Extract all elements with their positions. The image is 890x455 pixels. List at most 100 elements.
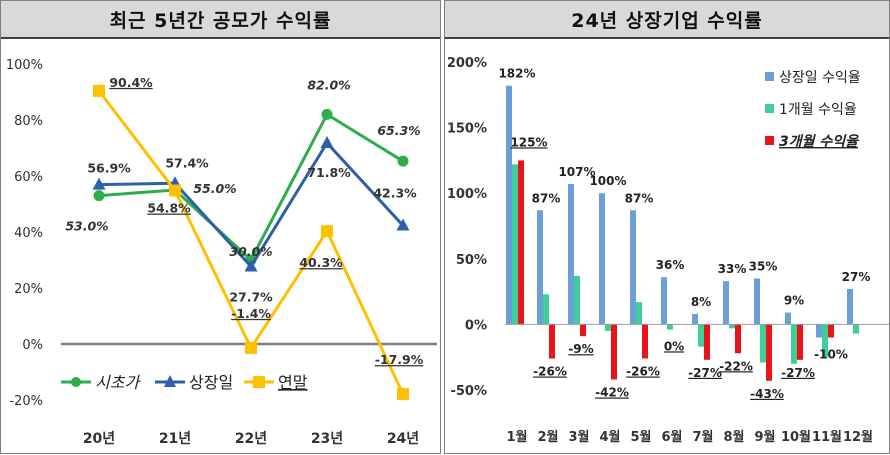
- right-chart-title: 24년 상장기업 수익률: [445, 1, 889, 39]
- x-tick-label: 1월: [506, 429, 527, 445]
- data-label: 71.8%: [307, 165, 351, 180]
- bar-1: [853, 324, 859, 334]
- data-label: 53.0%: [65, 219, 108, 234]
- x-tick-label: 7월: [692, 429, 713, 445]
- x-tick-label: 10월: [781, 429, 811, 445]
- legend-marker: [164, 375, 176, 387]
- y-tick-label: 60%: [14, 170, 43, 185]
- data-point: [93, 190, 105, 202]
- data-label: -17.9%: [375, 352, 424, 367]
- bar-2: [580, 324, 586, 337]
- data-label: 40.3%: [299, 255, 343, 270]
- data-label: 55.0%: [193, 181, 236, 196]
- legend-label: 상장일: [189, 373, 233, 392]
- y-tick-label: 40%: [14, 226, 43, 241]
- data-point: [397, 388, 409, 401]
- line-chart: -20% 0% 20% 40% 60% 80% 100% 20년 21년 22년 23년 24년 53.…: [6, 58, 437, 447]
- x-tick-label: 9월: [754, 429, 775, 445]
- bar-2: [549, 324, 555, 359]
- data-label: 182%: [498, 67, 535, 81]
- legend-swatch: [765, 104, 774, 113]
- bar-2: [766, 324, 772, 381]
- bar-0: [847, 288, 853, 325]
- data-label: 87%: [625, 191, 654, 205]
- data-label: 27.7%: [229, 289, 273, 304]
- bar-0: [568, 184, 574, 325]
- bar-0: [630, 210, 636, 325]
- data-label: 9%: [784, 294, 804, 308]
- x-tick-label: 4월: [599, 429, 620, 445]
- data-label: -26%: [626, 365, 660, 379]
- x-tick-label: 24년: [387, 431, 419, 447]
- x-tick-label: 5월: [630, 429, 651, 445]
- bar-2: [611, 324, 617, 380]
- data-label: 30.0%: [229, 244, 272, 259]
- data-label: -10%: [814, 347, 848, 361]
- bar-0: [537, 210, 543, 325]
- data-label: 35%: [749, 259, 778, 273]
- data-label: 54.8%: [147, 201, 191, 216]
- data-label: 0%: [664, 339, 684, 353]
- data-point: [245, 341, 257, 354]
- data-label: 65.3%: [377, 123, 420, 138]
- bar-2: [704, 324, 710, 360]
- x-tick-label: 11월: [812, 429, 842, 445]
- y-tick-label: 0%: [22, 338, 43, 353]
- x-tick-label: 8월: [723, 429, 744, 445]
- bar-0: [723, 281, 729, 325]
- bar-1: [574, 275, 580, 325]
- legend-label: 연말: [278, 373, 308, 392]
- bar-0: [692, 313, 698, 325]
- y-tick-label: -50%: [450, 384, 487, 399]
- bar-1: [667, 324, 673, 330]
- data-point: [93, 84, 105, 97]
- bar-1: [543, 294, 549, 325]
- legend-marker: [71, 377, 81, 387]
- y-tick-label: 80%: [14, 114, 43, 129]
- bar-1: [760, 324, 766, 363]
- data-label: 27%: [842, 270, 871, 284]
- bar-0: [816, 324, 822, 338]
- data-point: [244, 259, 258, 272]
- x-tick-label: 3월: [568, 429, 589, 445]
- bar-1: [791, 324, 797, 364]
- data-label: -43%: [750, 387, 784, 401]
- x-tick-label: 21년: [159, 431, 191, 447]
- y-tick-label: 200%: [447, 56, 487, 71]
- data-label: -42%: [595, 386, 629, 400]
- data-label: 42.3%: [373, 186, 417, 201]
- data-label: 33%: [718, 262, 747, 276]
- data-point: [321, 225, 333, 238]
- data-label: -27%: [688, 366, 722, 380]
- left-chart-panel: 최근 5년간 공모가 수익률 -20% 0% 20% 40% 60% 80% 100% 20년…: [0, 0, 441, 454]
- bar-0: [599, 193, 605, 325]
- data-point: [92, 177, 106, 190]
- data-label: 87%: [532, 191, 561, 205]
- bar-2: [797, 324, 803, 360]
- data-point: [320, 135, 334, 148]
- bar-0: [506, 85, 512, 325]
- bar-1: [698, 324, 704, 347]
- data-point: [397, 155, 409, 167]
- bar-1: [636, 302, 642, 325]
- bar-0: [754, 278, 760, 325]
- bar-1: [512, 164, 518, 325]
- data-label: 107%: [558, 165, 595, 179]
- data-label: 36%: [656, 258, 685, 272]
- legend-label: 상장일 수익율: [779, 70, 861, 86]
- bar-1: [605, 324, 611, 331]
- bar-1: [822, 324, 828, 358]
- x-tick-label: 20년: [83, 431, 115, 447]
- bar-2: [518, 160, 524, 325]
- bar-2: [735, 324, 741, 354]
- data-label: 57.4%: [165, 155, 209, 170]
- data-label: -26%: [533, 365, 567, 379]
- bar-0: [785, 312, 791, 325]
- x-tick-label: 2월: [537, 429, 558, 445]
- legend-swatch: [765, 136, 774, 145]
- legend-marker: [253, 376, 265, 388]
- data-label: 90.4%: [109, 75, 153, 90]
- data-label: -1.4%: [231, 306, 271, 321]
- x-tick-label: 23년: [311, 431, 343, 447]
- data-point: [396, 218, 410, 231]
